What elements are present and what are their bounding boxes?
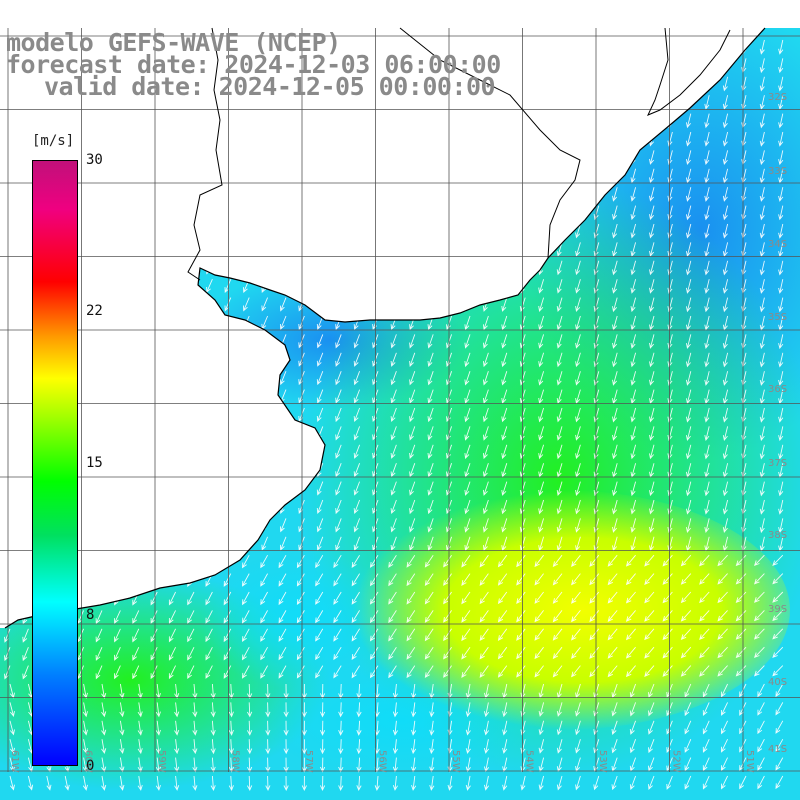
colorbar-tick-30: 30	[86, 152, 103, 168]
colorbar-unit: [m/s]	[32, 133, 75, 149]
forecast-date: forecast date: 2024-12-03 06:00:00	[6, 50, 501, 79]
lat-label: 39S	[768, 604, 787, 615]
lon-label: 59W	[156, 750, 167, 773]
valid-date: valid date: 2024-12-05 00:00:00	[44, 72, 496, 101]
colorbar-tick-8: 8	[86, 607, 95, 623]
country-border	[187, 27, 223, 281]
lon-label: 53W	[597, 750, 608, 773]
coastline	[4, 27, 766, 629]
lon-label: 58W	[230, 750, 241, 773]
lat-lon-grid: 32S 33S 34S 35S 36S 37S 38S 39S 40S 41S 61W 60W 59W 5…	[0, 28, 800, 773]
lat-label: 37S	[768, 458, 787, 469]
lat-label: 41S	[768, 744, 787, 755]
lon-label: 60W	[83, 750, 94, 773]
colorbar-tick-22: 22	[86, 303, 103, 319]
country-border	[399, 27, 581, 259]
lagoon-outline	[647, 27, 731, 116]
lon-label: 52W	[671, 750, 682, 773]
colorbar	[32, 160, 78, 766]
lon-label: 51W	[744, 750, 755, 773]
lat-label: 34S	[768, 239, 787, 250]
lat-label: 35S	[768, 312, 787, 323]
lat-label: 33S	[768, 166, 787, 177]
lon-label: 54W	[524, 750, 535, 773]
colorbar-tick-0: 0	[86, 758, 95, 774]
lon-label: 61W	[9, 750, 20, 773]
lat-label: 32S	[768, 92, 787, 103]
lat-label: 36S	[768, 384, 787, 395]
lon-label: 56W	[377, 750, 388, 773]
map-title: modelo GEFS-WAVE (NCEP)	[6, 28, 341, 57]
lon-label: 57W	[303, 750, 314, 773]
colorbar-tick-15: 15	[86, 455, 103, 471]
lat-label: 40S	[768, 677, 787, 688]
lon-label: 55W	[450, 750, 461, 773]
lat-label: 38S	[768, 530, 787, 541]
